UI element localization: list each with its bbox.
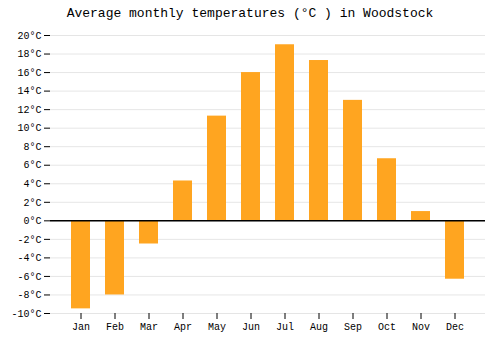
svg-text:18°C: 18°C [17,49,41,60]
svg-text:0°C: 0°C [23,216,41,227]
svg-text:4°C: 4°C [23,179,41,190]
svg-text:Jan: Jan [72,322,90,333]
svg-text:-6°C: -6°C [17,272,41,283]
svg-text:8°C: 8°C [23,142,41,153]
svg-text:-4°C: -4°C [17,253,41,264]
svg-text:-2°C: -2°C [17,235,41,246]
svg-text:Sep: Sep [344,322,362,333]
svg-text:Mar: Mar [140,322,158,333]
svg-text:Apr: Apr [174,322,192,333]
svg-text:-8°C: -8°C [17,290,41,301]
svg-text:Oct: Oct [378,322,396,333]
svg-text:12°C: 12°C [17,105,41,116]
svg-text:May: May [208,322,226,333]
svg-text:Dec: Dec [446,322,464,333]
svg-text:Jun: Jun [242,322,260,333]
svg-text:Nov: Nov [412,322,430,333]
svg-text:Feb: Feb [106,322,124,333]
svg-text:14°C: 14°C [17,86,41,97]
svg-text:16°C: 16°C [17,68,41,79]
svg-text:20°C: 20°C [17,31,41,42]
svg-text:2°C: 2°C [23,198,41,209]
html-text:Average monthly temperatures (: Average monthly temperatures (°C ) in Wo… [66,6,434,21]
svg-text:6°C: 6°C [23,160,41,171]
svg-text:-10°C: -10°C [11,309,41,320]
svg-text:Jul: Jul [276,322,294,333]
svg-text:10°C: 10°C [17,123,41,134]
svg-text:Aug: Aug [310,322,328,333]
